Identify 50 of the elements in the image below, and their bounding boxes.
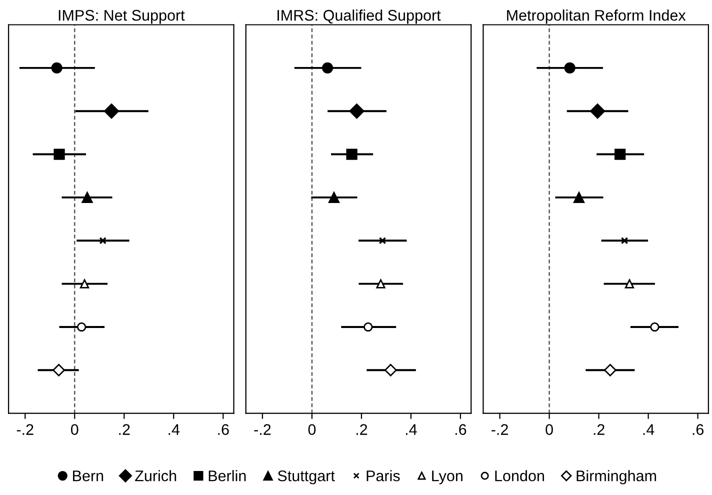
point (104, 104, 120, 119)
x-tick-label: .6 (455, 424, 466, 435)
legend-label: Birmingham (576, 470, 656, 484)
chart-title: IMRS: Qualified Support (278, 10, 441, 24)
legend-label: Paris (366, 470, 400, 482)
point (328, 192, 340, 204)
point (76, 322, 86, 332)
x-tick-label: 0 (70, 424, 78, 435)
legend-label: Lyon (432, 470, 462, 484)
point (82, 192, 93, 204)
point (349, 104, 364, 119)
legend-label: Zurich (135, 470, 176, 482)
x-tick-label: .6 (218, 424, 229, 435)
chart-title: Metropolitan Reform Index (507, 10, 686, 24)
x-tick-label: .6 (692, 424, 704, 435)
point (620, 236, 628, 244)
point (590, 104, 606, 119)
legend-label: London (495, 470, 544, 482)
point (80, 279, 90, 288)
legend-label: Bern (73, 470, 104, 482)
x-tick-label: .2 (356, 424, 368, 435)
point (573, 192, 585, 204)
point (378, 236, 386, 244)
legend-label: Stuttgart (278, 470, 335, 484)
point (51, 62, 62, 74)
x-tick-label: 0 (308, 424, 316, 435)
point (604, 364, 616, 376)
x-tick-label: -.2 (16, 424, 34, 435)
point (364, 322, 373, 332)
point (624, 279, 634, 288)
point (376, 279, 386, 288)
x-tick-label: .2 (594, 424, 604, 435)
point (322, 62, 334, 74)
x-tick-label: -.2 (254, 424, 271, 435)
point (384, 364, 397, 376)
x-tick-label: .4 (643, 424, 654, 435)
point (614, 148, 626, 160)
point (346, 148, 358, 160)
x-tick-label: .4 (168, 424, 180, 435)
point (99, 236, 107, 244)
x-tick-label: -.2 (492, 424, 508, 435)
x-tick-label: .4 (406, 424, 417, 435)
point (52, 364, 65, 376)
point (54, 148, 65, 160)
x-tick-label: .2 (119, 424, 130, 435)
point (564, 62, 576, 74)
chart-title: IMPS: Net Support (58, 10, 185, 24)
point (650, 322, 660, 332)
legend-label: Berlin (208, 470, 246, 482)
x-tick-label: 0 (546, 424, 553, 435)
